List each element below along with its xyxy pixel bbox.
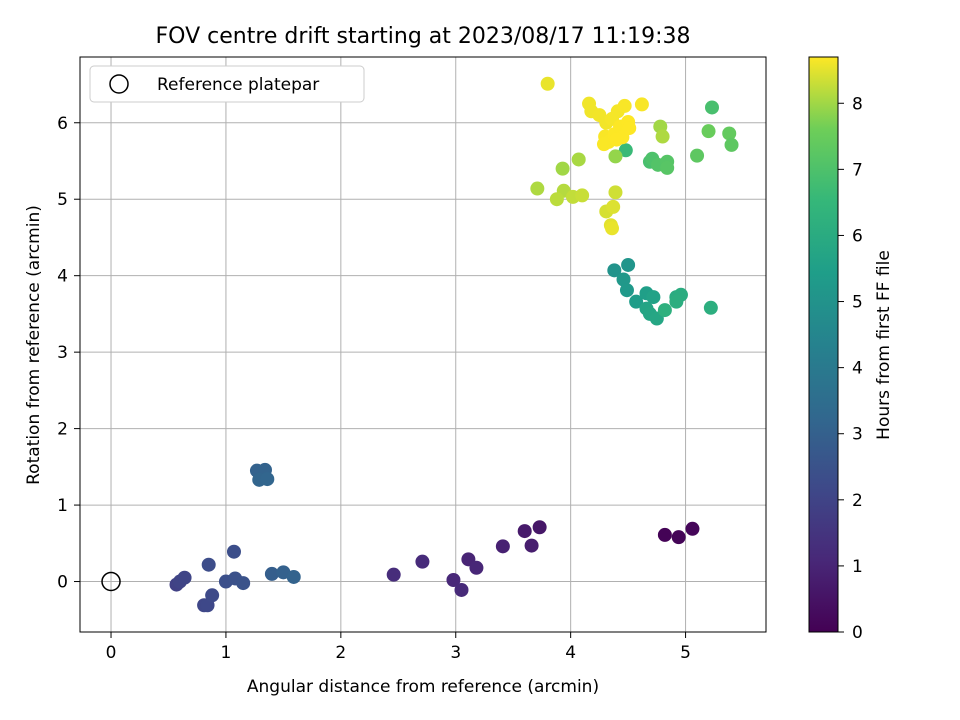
- data-point: [685, 521, 700, 536]
- y-tick-label: 1: [57, 496, 68, 516]
- data-point: [571, 152, 586, 167]
- data-point: [608, 149, 623, 164]
- data-point: [549, 192, 564, 207]
- data-point: [286, 569, 301, 584]
- data-point: [236, 576, 251, 591]
- data-point: [524, 538, 539, 553]
- colorbar-gradient: [808, 56, 839, 633]
- x-tick-label: 3: [450, 643, 461, 663]
- data-point: [724, 137, 739, 152]
- colorbar-tick-label: 4: [852, 359, 863, 379]
- y-tick-label: 3: [57, 343, 68, 363]
- legend: Reference platepar: [89, 65, 365, 103]
- data-point: [454, 582, 469, 597]
- data-point: [517, 524, 532, 539]
- data-point: [671, 530, 686, 545]
- data-point: [446, 573, 461, 588]
- y-axis-ticks: 0 1 2 3 4 5 6: [57, 114, 80, 593]
- data-point: [469, 560, 484, 575]
- data-point: [621, 257, 636, 272]
- data-point: [618, 143, 633, 158]
- data-point: [646, 290, 661, 305]
- data-point: [264, 566, 279, 581]
- data-point: [655, 129, 670, 144]
- colorbar-tick-label: 7: [852, 160, 863, 180]
- y-tick-label: 4: [57, 267, 68, 287]
- x-tick-label: 5: [680, 643, 691, 663]
- data-point: [608, 185, 623, 200]
- colorbar-ticks: 0 1 2 3 4 5 6 7 8: [838, 94, 863, 643]
- y-tick-label: 6: [57, 114, 68, 134]
- data-point: [415, 554, 430, 569]
- data-point: [495, 539, 510, 554]
- data-point: [634, 97, 649, 112]
- x-axis-ticks: 0 1 2 3 4 5: [106, 632, 691, 663]
- data-points: [169, 76, 739, 613]
- gridlines: [80, 57, 766, 632]
- colorbar-tick-label: 2: [852, 491, 863, 511]
- data-point: [386, 567, 401, 582]
- data-point: [657, 303, 672, 318]
- data-point: [616, 272, 631, 287]
- colorbar-tick-label: 3: [852, 425, 863, 445]
- legend-label-reference-platepar: Reference platepar: [157, 75, 319, 95]
- data-point: [617, 98, 632, 113]
- x-axis-label: Angular distance from reference (arcmin): [247, 677, 599, 697]
- x-tick-label: 1: [221, 643, 232, 663]
- data-point: [704, 100, 719, 115]
- colorbar-tick-label: 6: [852, 226, 863, 246]
- data-point: [177, 570, 192, 585]
- colorbar-tick-label: 1: [852, 557, 863, 577]
- y-tick-label: 2: [57, 420, 68, 440]
- colorbar-tick-label: 0: [852, 623, 863, 643]
- data-point: [622, 121, 637, 136]
- y-axis-label: Rotation from reference (arcmin): [24, 205, 44, 485]
- data-point: [605, 221, 620, 236]
- chart-title: FOV centre drift starting at 2023/08/17 …: [156, 24, 691, 49]
- y-tick-label: 0: [57, 573, 68, 593]
- plot-area-frame: [79, 56, 767, 633]
- data-point: [530, 181, 545, 196]
- data-point: [657, 527, 672, 542]
- data-point: [205, 588, 220, 603]
- data-point: [722, 126, 737, 141]
- data-point: [607, 263, 622, 278]
- data-point: [260, 472, 275, 487]
- data-point: [669, 294, 684, 309]
- data-point: [619, 283, 634, 298]
- data-point: [606, 199, 621, 214]
- y-tick-label: 5: [57, 190, 68, 210]
- x-tick-label: 4: [565, 643, 576, 663]
- colorbar-tick-label: 5: [852, 293, 863, 313]
- data-point: [596, 137, 611, 152]
- colorbar-label: Hours from first FF file: [874, 250, 894, 440]
- colorbar-tick-label: 8: [852, 94, 863, 114]
- data-point: [540, 76, 555, 91]
- x-tick-label: 2: [335, 643, 346, 663]
- x-tick-label: 0: [106, 643, 117, 663]
- data-point: [703, 300, 718, 315]
- data-point: [660, 160, 675, 175]
- reference-platepar-marker: [101, 571, 121, 592]
- data-point: [226, 544, 241, 559]
- data-point: [575, 188, 590, 203]
- legend-marker-reference-platepar: [109, 74, 129, 94]
- legend-box: [89, 65, 365, 103]
- data-point: [701, 124, 716, 139]
- data-point: [690, 148, 705, 163]
- colorbar: 0 1 2 3 4 5 6 7 8 Hours from first FF file: [808, 56, 894, 643]
- data-point: [629, 294, 644, 309]
- data-point: [532, 520, 547, 535]
- data-point: [201, 557, 216, 572]
- data-point: [609, 132, 624, 147]
- data-point: [555, 161, 570, 176]
